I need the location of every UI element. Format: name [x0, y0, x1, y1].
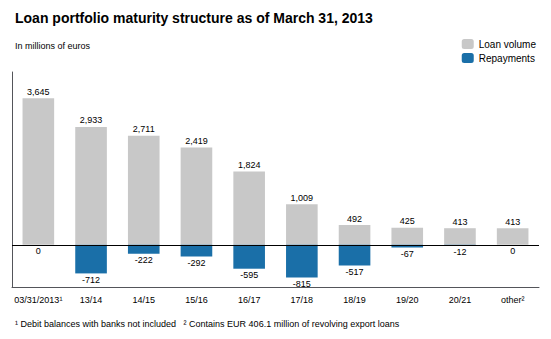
svg-text:13/14: 13/14 — [80, 295, 103, 305]
svg-text:1,009: 1,009 — [291, 193, 314, 203]
svg-text:0: 0 — [36, 246, 41, 256]
svg-text:14/15: 14/15 — [132, 295, 155, 305]
svg-text:-222: -222 — [135, 255, 153, 265]
svg-text:In millions of euros: In millions of euros — [15, 41, 91, 51]
svg-text:413: 413 — [505, 217, 520, 227]
svg-text:-712: -712 — [82, 275, 100, 285]
svg-text:Loan volume: Loan volume — [479, 39, 537, 50]
svg-text:2,933: 2,933 — [80, 115, 103, 125]
svg-text:3,645: 3,645 — [27, 87, 50, 97]
svg-text:2,419: 2,419 — [185, 136, 208, 146]
svg-text:20/21: 20/21 — [449, 295, 472, 305]
svg-text:-595: -595 — [240, 270, 258, 280]
svg-text:1,824: 1,824 — [238, 160, 261, 170]
svg-text:492: 492 — [347, 214, 362, 224]
svg-text:17/18: 17/18 — [291, 295, 314, 305]
svg-text:15/16: 15/16 — [185, 295, 208, 305]
svg-text:16/17: 16/17 — [238, 295, 261, 305]
svg-text:¹ Debit balances with banks no: ¹ Debit balances with banks not included… — [15, 319, 400, 329]
svg-text:0: 0 — [510, 246, 515, 256]
svg-text:425: 425 — [400, 216, 415, 226]
svg-text:18/19: 18/19 — [343, 295, 366, 305]
svg-text:413: 413 — [452, 217, 467, 227]
svg-text:03/31/2013¹: 03/31/2013¹ — [14, 295, 62, 305]
svg-text:-517: -517 — [346, 267, 364, 277]
svg-text:-67: -67 — [401, 249, 414, 259]
svg-text:other²: other² — [501, 295, 525, 305]
svg-text:-815: -815 — [293, 279, 311, 289]
svg-text:2,711: 2,711 — [133, 124, 155, 134]
svg-text:-12: -12 — [453, 247, 466, 257]
svg-text:Loan portfolio maturity struct: Loan portfolio maturity structure as of … — [15, 10, 373, 26]
svg-text:-292: -292 — [187, 258, 205, 268]
svg-text:Repayments: Repayments — [479, 53, 535, 64]
svg-text:19/20: 19/20 — [396, 295, 419, 305]
